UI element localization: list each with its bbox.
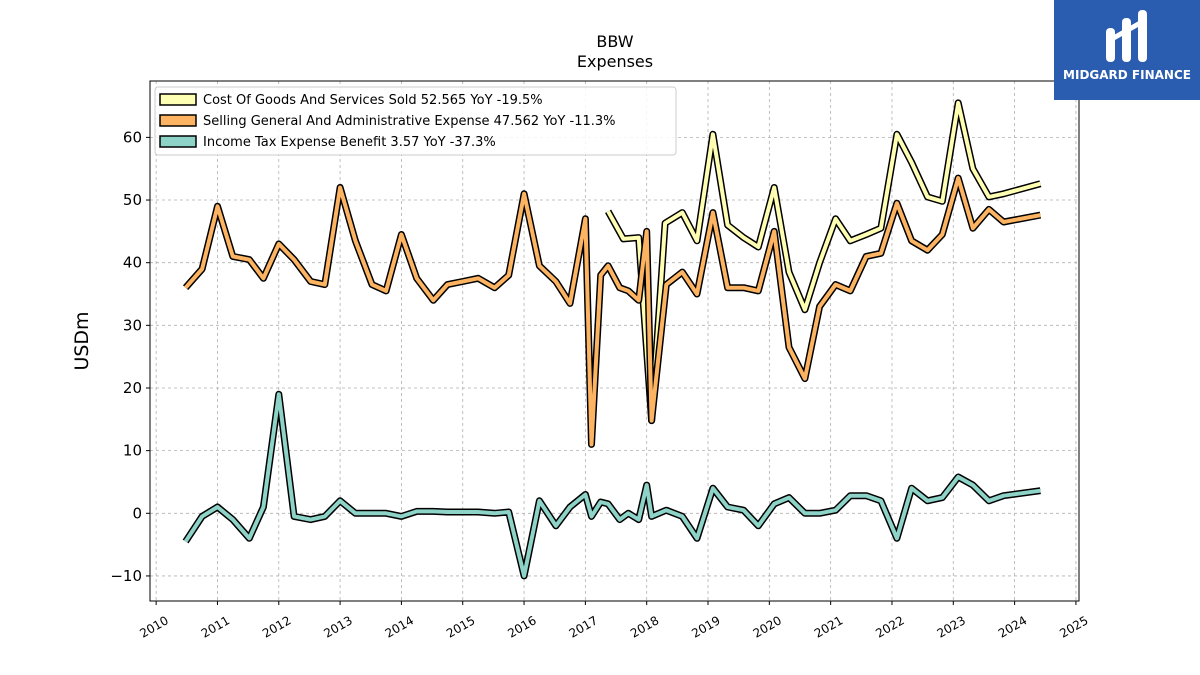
x-axis-ticks: 2010 2011 2012 2013 2014 2015 2016 2017 2018 2019… bbox=[137, 601, 1091, 641]
legend-swatch-income-tax bbox=[159, 135, 197, 148]
chart-title: BBW bbox=[596, 32, 633, 51]
x-tick-label: 2017 bbox=[567, 613, 600, 640]
x-tick-label: 2019 bbox=[689, 613, 722, 640]
y-tick-label: 0 bbox=[132, 504, 142, 522]
x-tick-label: 2020 bbox=[751, 613, 784, 640]
y-tick-label: 60 bbox=[123, 128, 142, 146]
grid bbox=[150, 81, 1079, 601]
y-axis-ticks: −10 0 10 20 30 40 50 60 bbox=[110, 128, 150, 585]
y-tick-label: 30 bbox=[123, 316, 142, 334]
x-tick-label: 2010 bbox=[137, 613, 170, 640]
y-tick-label: 40 bbox=[123, 254, 142, 272]
brand-name: MIDGARD FINANCE bbox=[1063, 68, 1191, 82]
plot-frame bbox=[149, 80, 1080, 602]
x-tick-label: 2014 bbox=[383, 613, 416, 640]
legend-label-income-tax: Income Tax Expense Benefit 3.57 YoY -37.… bbox=[203, 135, 496, 150]
x-tick-label: 2025 bbox=[1057, 613, 1090, 640]
y-tick-label: 20 bbox=[123, 379, 142, 397]
series-outline-2 bbox=[182, 390, 1041, 580]
y-tick-label: −10 bbox=[110, 567, 142, 585]
x-tick-label: 2015 bbox=[444, 613, 477, 640]
chart-subtitle: Expenses bbox=[577, 52, 653, 71]
y-axis-label: USDm bbox=[71, 311, 93, 370]
series-line-2 bbox=[183, 392, 1041, 578]
legend-box bbox=[154, 86, 677, 156]
logo-mark-icon bbox=[1106, 10, 1147, 62]
x-tick-label: 2012 bbox=[260, 613, 293, 640]
legend-swatch-cogs bbox=[159, 93, 197, 106]
series-lines bbox=[182, 99, 1042, 580]
y-tick-label: 10 bbox=[123, 442, 142, 460]
x-tick-label: 2013 bbox=[321, 613, 354, 640]
x-tick-label: 2011 bbox=[199, 613, 232, 640]
series-line-1 bbox=[184, 176, 1041, 447]
x-tick-label: 2023 bbox=[935, 613, 968, 640]
legend-label-cogs: Cost Of Goods And Services Sold 52.565 Y… bbox=[203, 93, 543, 108]
x-tick-label: 2016 bbox=[505, 613, 538, 640]
legend: Cost Of Goods And Services Sold 52.565 Y… bbox=[154, 86, 677, 156]
x-tick-label: 2021 bbox=[812, 613, 845, 640]
series-line-0 bbox=[606, 100, 1041, 423]
x-tick-label: 2018 bbox=[628, 613, 661, 640]
x-tick-label: 2024 bbox=[996, 613, 1029, 640]
brand-logo: MIDGARD FINANCE bbox=[1054, 0, 1200, 100]
x-tick-label: 2022 bbox=[873, 613, 906, 640]
y-tick-label: 50 bbox=[123, 191, 142, 209]
legend-label-sga: Selling General And Administrative Expen… bbox=[203, 114, 616, 129]
legend-swatch-sga bbox=[159, 114, 197, 127]
